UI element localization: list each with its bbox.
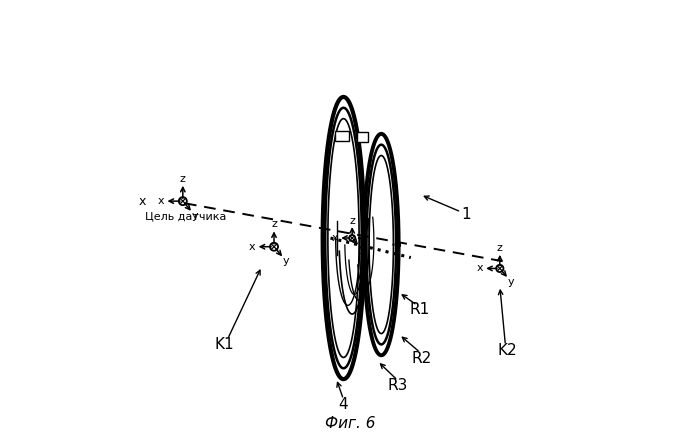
Text: x: x xyxy=(477,264,483,274)
Text: R3: R3 xyxy=(388,378,408,393)
Text: K1: K1 xyxy=(214,337,234,352)
Text: z: z xyxy=(497,243,503,253)
Text: R1: R1 xyxy=(410,302,430,317)
Text: x: x xyxy=(332,233,339,243)
Bar xyxy=(357,132,368,142)
Text: R2: R2 xyxy=(412,351,432,366)
Text: y: y xyxy=(508,277,514,287)
Text: x: x xyxy=(248,242,255,252)
Bar xyxy=(335,131,349,141)
Text: y: y xyxy=(192,211,198,221)
Text: z: z xyxy=(180,174,186,184)
Text: z: z xyxy=(349,216,355,226)
Text: Фиг. 6: Фиг. 6 xyxy=(325,416,375,431)
Text: 4: 4 xyxy=(339,397,349,412)
Text: K2: K2 xyxy=(498,343,517,358)
Text: x: x xyxy=(139,195,146,208)
Text: Цель датчика: Цель датчика xyxy=(145,212,226,221)
Text: y: y xyxy=(358,244,365,254)
Text: y: y xyxy=(283,256,290,266)
Text: z: z xyxy=(271,219,277,229)
Text: 1: 1 xyxy=(461,207,471,222)
Text: x: x xyxy=(158,196,164,206)
